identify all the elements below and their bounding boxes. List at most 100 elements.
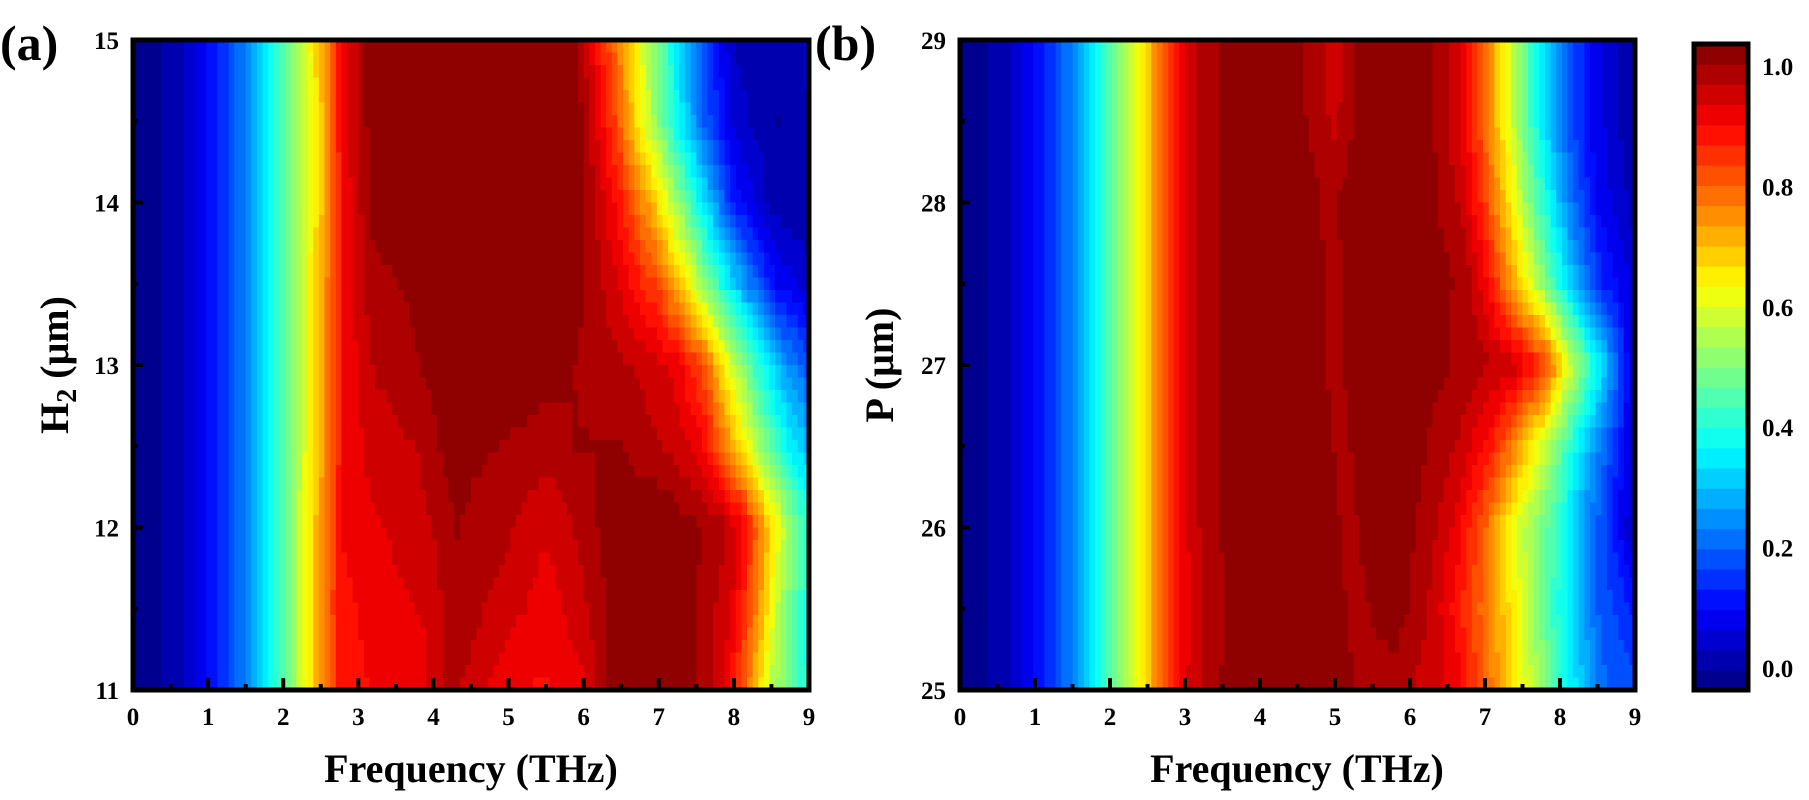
heatmap-cell <box>302 302 309 316</box>
heatmap-cell <box>1185 215 1197 229</box>
heatmap-cell <box>1078 190 1085 204</box>
heatmap-cell <box>792 452 804 466</box>
heatmap-cell <box>1072 427 1079 441</box>
heatmap-cell <box>133 240 162 254</box>
heatmap-cell <box>183 377 196 391</box>
heatmap-cell <box>792 265 810 279</box>
heatmap-cell <box>161 465 185 479</box>
heatmap-cell <box>1584 140 1591 154</box>
heatmap-cell <box>696 565 720 579</box>
heatmap-cell <box>1021 477 1034 491</box>
heatmap-cell <box>262 115 269 129</box>
heatmap-cell <box>735 552 742 566</box>
heatmap-cell <box>1140 315 1147 329</box>
heatmap-cell <box>1179 102 1186 116</box>
heatmap-cell <box>752 602 759 616</box>
heatmap-cell <box>1533 90 1540 104</box>
heatmap-cell <box>1156 390 1164 404</box>
heatmap-cell <box>369 340 416 354</box>
heatmap-cell <box>1432 115 1450 129</box>
heatmap-cell <box>1078 427 1085 441</box>
heatmap-cell <box>352 302 365 316</box>
heatmap-cell <box>1185 302 1197 316</box>
heatmap-cell <box>1595 440 1602 454</box>
heatmap-cell <box>730 352 737 366</box>
heatmap-cell <box>803 65 810 79</box>
heatmap-cell <box>1145 77 1152 91</box>
heatmap-cell <box>1151 265 1158 279</box>
heatmap-cell <box>268 390 275 404</box>
heatmap-cell <box>1539 302 1546 316</box>
heatmap-cell <box>1545 90 1552 104</box>
heatmap-cell <box>234 90 247 104</box>
heatmap-cell <box>1140 202 1147 216</box>
heatmap-cell <box>1196 290 1220 304</box>
heatmap-cell <box>763 565 771 579</box>
heatmap-cell <box>640 152 647 166</box>
heatmap-cell <box>696 127 703 141</box>
heatmap-cell <box>752 415 759 429</box>
heatmap-cell <box>228 340 235 354</box>
heatmap-cell <box>234 77 247 91</box>
heatmap-cell <box>335 365 343 379</box>
heatmap-cell <box>758 402 765 416</box>
heatmap-cell <box>730 477 737 491</box>
heatmap-cell <box>1061 352 1074 366</box>
heatmap-cell <box>752 190 765 204</box>
heatmap-cell <box>673 240 681 254</box>
heatmap-cell <box>589 127 596 141</box>
heatmap-cell <box>1567 340 1574 354</box>
heatmap-cell <box>780 340 793 354</box>
heatmap-cell <box>583 240 602 254</box>
heatmap-cell <box>645 115 652 129</box>
heatmap-cell <box>1466 52 1473 66</box>
heatmap-cell <box>1044 315 1057 329</box>
heatmap-cell <box>673 52 681 66</box>
heatmap-cell <box>685 265 692 279</box>
heatmap-cell <box>256 127 264 141</box>
heatmap-cell <box>1061 290 1074 304</box>
heatmap-cell <box>640 65 647 79</box>
heatmap-cell <box>1140 490 1147 504</box>
heatmap-cell <box>256 527 264 541</box>
heatmap-cell <box>1556 77 1563 91</box>
heatmap-cell <box>1083 127 1090 141</box>
heatmap-cell <box>1168 265 1175 279</box>
heatmap-cell <box>251 565 258 579</box>
heatmap-cell <box>363 652 427 666</box>
heatmap-cell <box>656 52 664 66</box>
heatmap-cell <box>735 540 742 554</box>
heatmap-cell <box>1550 127 1557 141</box>
heatmap-cell <box>1348 390 1439 404</box>
heatmap-cell <box>1179 127 1186 141</box>
heatmap-cell <box>1044 190 1057 204</box>
heatmap-cell <box>1055 190 1062 204</box>
heatmap-cell <box>1342 290 1450 304</box>
heatmap-cell <box>1629 190 1636 204</box>
heatmap-cell <box>640 165 647 179</box>
heatmap-cell <box>290 302 297 316</box>
heatmap-cell <box>1106 190 1113 204</box>
heatmap-cell <box>668 190 675 204</box>
heatmap-cell <box>1539 252 1546 266</box>
heatmap-cell <box>194 665 207 679</box>
heatmap-cell <box>228 477 235 491</box>
heatmap-cell <box>290 265 297 279</box>
heatmap-cell <box>341 315 354 329</box>
heatmap-cell <box>330 165 337 179</box>
heatmap-cell <box>1168 377 1175 391</box>
heatmap-cell <box>290 190 297 204</box>
heatmap-cell <box>318 415 326 429</box>
heatmap-cell <box>747 440 754 454</box>
heatmap-cell <box>262 52 269 66</box>
heatmap-cell <box>1061 215 1074 229</box>
heatmap-cell <box>988 327 1012 341</box>
heatmap-cell <box>268 627 275 641</box>
heatmap-cell <box>194 265 207 279</box>
heatmap-cell <box>701 340 709 354</box>
heatmap-cell <box>1021 265 1034 279</box>
heatmap-cell <box>662 127 669 141</box>
heatmap-cell <box>1533 377 1540 391</box>
heatmap-cell <box>606 290 624 304</box>
heatmap-cell <box>245 402 252 416</box>
